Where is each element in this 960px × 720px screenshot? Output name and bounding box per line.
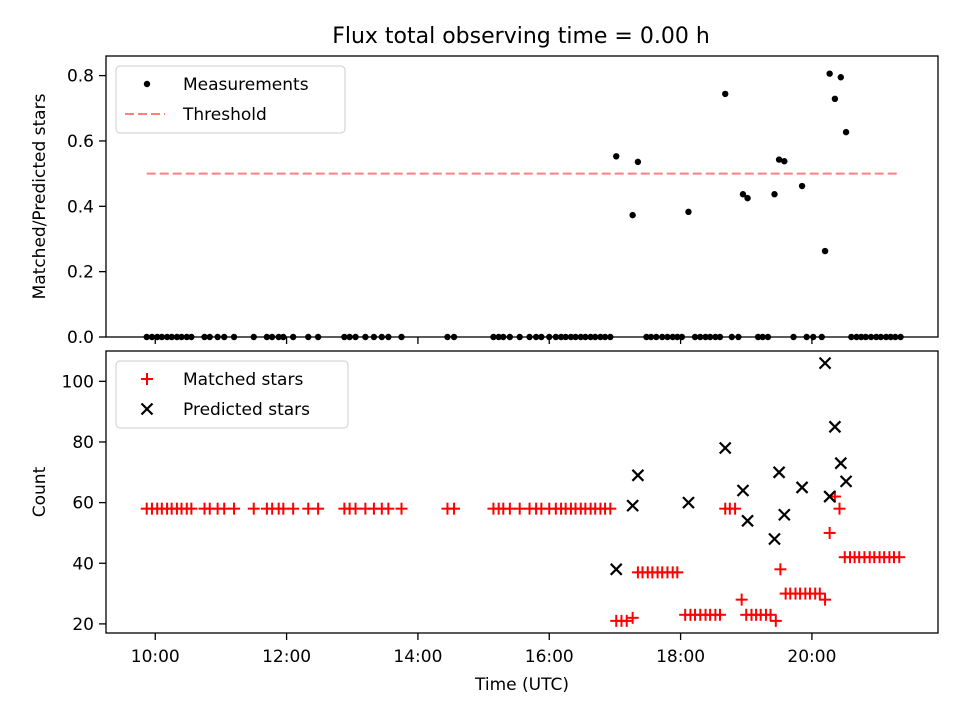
legend-label-matched-stars: Matched stars xyxy=(183,370,303,390)
predicted-star-point xyxy=(772,466,786,479)
matched-star-point xyxy=(382,502,395,515)
x-tick-label: 18:00 xyxy=(656,647,705,667)
matched-star-point xyxy=(448,502,461,515)
y-tick-label: 0.2 xyxy=(67,263,94,283)
measurement-point xyxy=(837,74,845,81)
matched-star-point xyxy=(833,502,846,515)
y-axis-label: Count xyxy=(30,466,50,517)
matched-star-point xyxy=(247,502,260,515)
x-tick-label: 16:00 xyxy=(525,647,574,667)
measurement-point xyxy=(685,208,692,216)
y-tick-label: 40 xyxy=(72,554,94,574)
predicted-star-point xyxy=(823,490,836,503)
series-predicted-stars xyxy=(609,356,853,576)
predicted-star-point xyxy=(718,441,732,455)
y-tick-label: 0.6 xyxy=(67,132,94,152)
legend-marker-dot xyxy=(143,80,151,88)
measurement-point xyxy=(613,153,620,160)
measurement-point xyxy=(629,211,636,219)
series-measurements xyxy=(143,70,904,341)
measurement-point xyxy=(842,128,850,136)
y-tick-label: 0.4 xyxy=(67,197,94,217)
legend-marker-x xyxy=(140,402,154,416)
matched-star-point xyxy=(764,608,777,621)
y-tick-label: 0.8 xyxy=(67,67,94,87)
x-tick-label: 20:00 xyxy=(787,647,836,667)
bottom-panel: 20 40 60 80 100 10:00 12:00 14:00 16:00 18:00 20:0… xyxy=(30,350,939,695)
matched-star-point xyxy=(395,502,408,515)
matched-star-point xyxy=(823,526,836,539)
y-axis-label: Matched/Predicted stars xyxy=(30,93,50,299)
measurement-point xyxy=(722,90,729,98)
predicted-star-point xyxy=(631,469,645,482)
matched-star-point xyxy=(626,611,639,624)
measurement-point xyxy=(634,158,642,166)
predicted-star-point xyxy=(682,496,695,509)
matched-star-point xyxy=(893,551,906,564)
measurement-point xyxy=(821,247,829,255)
series-matched-stars xyxy=(140,490,906,627)
plot-frame xyxy=(105,55,939,338)
legend: Matched stars Predicted stars xyxy=(115,360,349,429)
matched-star-point xyxy=(729,502,742,515)
legend-label-measurements: Measurements xyxy=(183,75,309,95)
x-tick-label: 12:00 xyxy=(262,647,311,667)
predicted-star-point xyxy=(795,481,809,494)
legend-marker-plus xyxy=(141,373,153,385)
matched-star-point xyxy=(819,593,832,606)
predicted-star-point xyxy=(609,563,623,576)
measurement-point xyxy=(826,70,833,77)
predicted-star-point xyxy=(626,499,639,512)
predicted-star-point xyxy=(839,475,853,488)
matched-star-point xyxy=(813,587,826,600)
measurement-point xyxy=(775,156,783,163)
predicted-star-point xyxy=(834,456,848,470)
top-panel: 0.0 0.2 0.4 0.6 0.8 Matched/Predicted stars Me… xyxy=(30,55,939,348)
matched-star-point xyxy=(185,502,198,515)
y-tick-label: 80 xyxy=(72,433,94,453)
x-tick-label: 10:00 xyxy=(131,647,180,667)
matched-star-point xyxy=(620,614,633,627)
matched-star-point xyxy=(774,563,787,576)
x-tick-label: 14:00 xyxy=(393,647,442,667)
measurement-point xyxy=(771,191,778,198)
predicted-star-point xyxy=(818,356,832,370)
matched-star-point xyxy=(604,502,617,515)
measurement-point xyxy=(831,95,839,103)
predicted-star-point xyxy=(768,532,781,546)
matched-star-point xyxy=(769,614,782,627)
y-tick-label: 0.0 xyxy=(67,328,94,348)
measurement-point xyxy=(744,194,751,202)
predicted-star-point xyxy=(828,420,842,434)
legend: Measurements Threshold xyxy=(115,65,346,134)
predicted-star-point xyxy=(736,484,750,497)
y-tick-label: 20 xyxy=(72,615,94,635)
matched-star-point xyxy=(228,502,241,515)
matched-star-point xyxy=(287,502,300,515)
predicted-star-point xyxy=(741,514,754,528)
matched-star-point xyxy=(713,608,726,621)
x-axis-label: Time (UTC) xyxy=(474,675,569,695)
legend-label-threshold: Threshold xyxy=(182,105,267,125)
measurement-point xyxy=(739,191,747,198)
matched-star-point xyxy=(735,593,748,606)
y-tick-label: 60 xyxy=(72,494,94,514)
predicted-star-point xyxy=(778,508,791,522)
legend-label-predicted-stars: Predicted stars xyxy=(183,400,310,420)
chart-title: Flux total observing time = 0.00 h xyxy=(332,24,710,49)
y-tick-label: 100 xyxy=(62,372,94,392)
measurement-point xyxy=(798,182,806,190)
measurement-point xyxy=(781,158,788,165)
legend-box xyxy=(115,360,349,429)
plot-frame xyxy=(105,350,939,634)
legend-box xyxy=(115,65,346,134)
matched-star-point xyxy=(671,566,684,579)
matched-star-point xyxy=(312,502,325,515)
